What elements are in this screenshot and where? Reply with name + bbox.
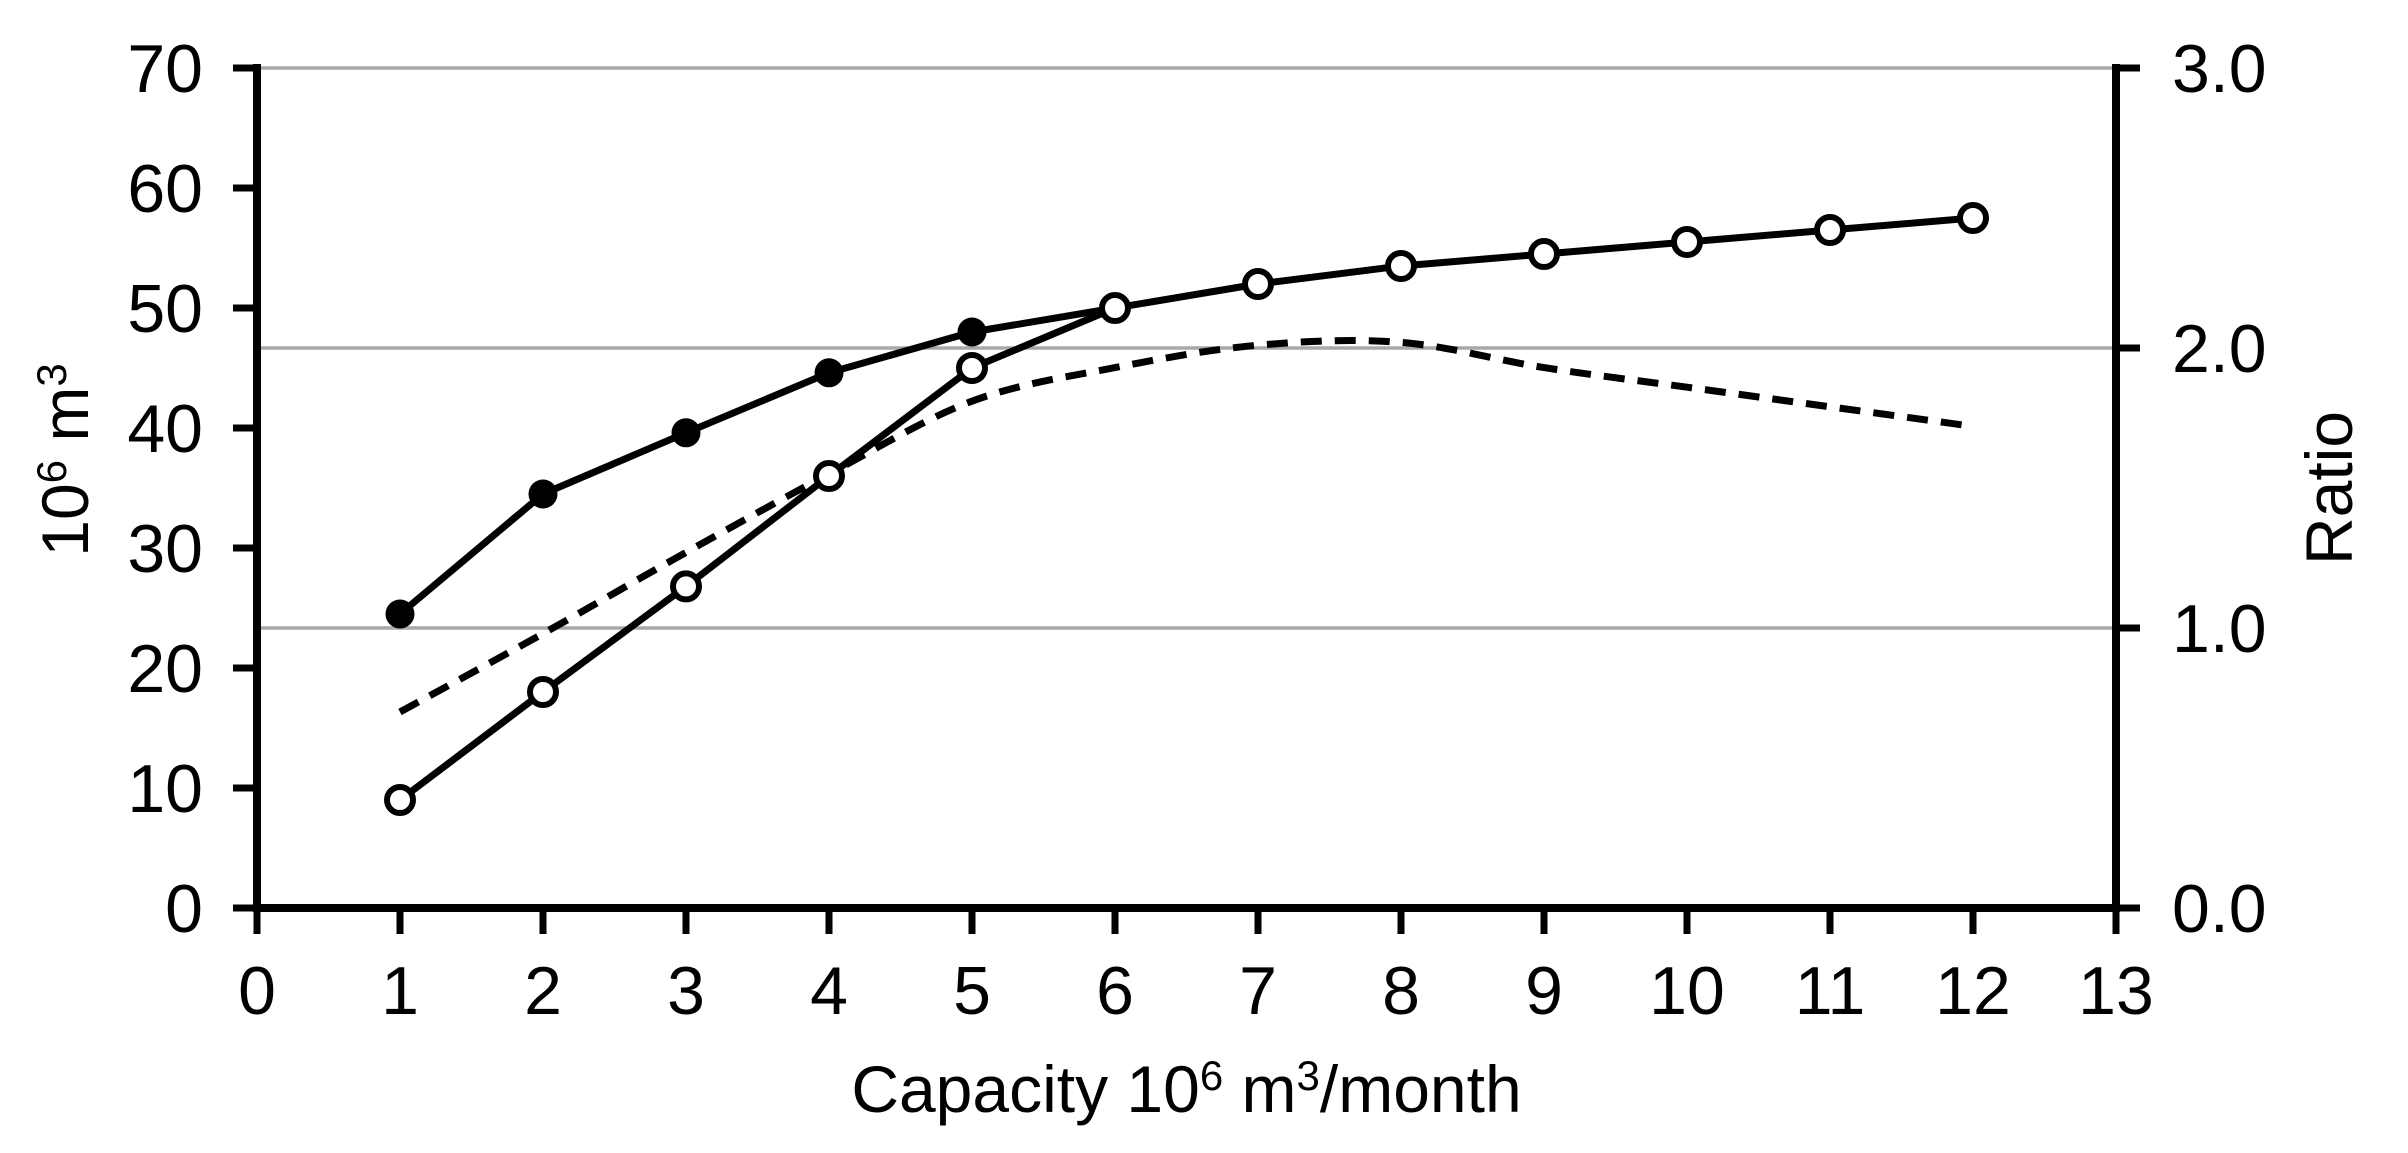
open-circle-series-point (813, 460, 845, 492)
axes (253, 64, 2120, 912)
filled-circle-series-line (397, 304, 1116, 617)
x-axis-tick-label: 4 (810, 953, 848, 1029)
open-circle-series-point (1242, 268, 1274, 300)
filled-circle-series-point (957, 317, 987, 347)
right-axis-tick-label: 2.0 (2172, 311, 2267, 387)
right-axis-tick-label: 3.0 (2172, 31, 2267, 107)
left-axis-title: 106​ m3​ (28, 363, 102, 556)
series-markers (384, 202, 1989, 816)
x-axis-tick-label: 9 (1525, 953, 1563, 1029)
open-circle-series-point (1814, 214, 1846, 246)
x-axis-tick-label: 1 (381, 953, 419, 1029)
x-axis-tick-label: 6 (1096, 953, 1134, 1029)
x-axis-tick-label: 13 (2078, 953, 2154, 1029)
right-axis-tick-label: 0.0 (2172, 871, 2267, 947)
open-circle-series-point (1528, 238, 1560, 270)
left-axis-tick-label: 30 (127, 511, 203, 587)
right-axis-tick-label: 1.0 (2172, 591, 2267, 667)
x-axis-tick-label: 11 (1795, 953, 1866, 1029)
axis-titles: Capacity 106​ m3​/month 106​ m3​ Ratio (28, 363, 2366, 1126)
filled-circle-series-point (528, 479, 558, 509)
open-circle-series-point (1385, 250, 1417, 282)
x-axis-tick-label: 2 (524, 953, 562, 1029)
x-axis-tick-label: 7 (1239, 953, 1277, 1029)
filled-circle-series-point (814, 358, 844, 388)
x-axis-tick-label: 0 (238, 953, 276, 1029)
filled-circle-series-point (671, 418, 701, 448)
left-axis: 0 10 20 30 40 50 60 70 (127, 31, 257, 947)
x-axis-tick-label: 12 (1935, 953, 2011, 1029)
x-axis: 0 1 2 3 4 5 6 7 8 9 10 11 12 13 (238, 908, 2154, 1029)
gridlines (257, 66, 2116, 630)
left-axis-tick-label: 0 (165, 871, 203, 947)
left-axis-tick-label: 20 (127, 631, 203, 707)
left-axis-tick-label: 60 (127, 151, 203, 227)
open-circle-series-line (397, 214, 1974, 803)
x-axis-title: Capacity 106​ m3​/month (851, 1052, 1521, 1126)
open-circle-series-point (1957, 202, 1989, 234)
x-axis-tick-label: 8 (1382, 953, 1420, 1029)
left-axis-tick-label: 40 (127, 391, 203, 467)
filled-circle-series-point (385, 599, 415, 629)
open-circle-series-point (1099, 292, 1131, 324)
open-circle-series-point (527, 676, 559, 708)
left-axis-tick-label: 50 (127, 271, 203, 347)
x-axis-tick-label: 5 (953, 953, 991, 1029)
x-axis-tick-label: 10 (1649, 953, 1725, 1029)
dashed-ratio-series-line (398, 337, 1974, 716)
left-axis-tick-label: 10 (127, 751, 203, 827)
right-axis: 0.0 1.0 2.0 3.0 (2116, 31, 2267, 947)
open-circle-series-point (1671, 226, 1703, 258)
right-axis-title: Ratio (2292, 411, 2366, 565)
x-axis-tick-label: 3 (667, 953, 705, 1029)
open-circle-series-point (670, 570, 702, 603)
open-circle-series-point (384, 784, 416, 816)
left-axis-tick-label: 70 (127, 31, 203, 107)
open-circle-series-point (956, 352, 988, 384)
series-lines (397, 214, 1974, 803)
